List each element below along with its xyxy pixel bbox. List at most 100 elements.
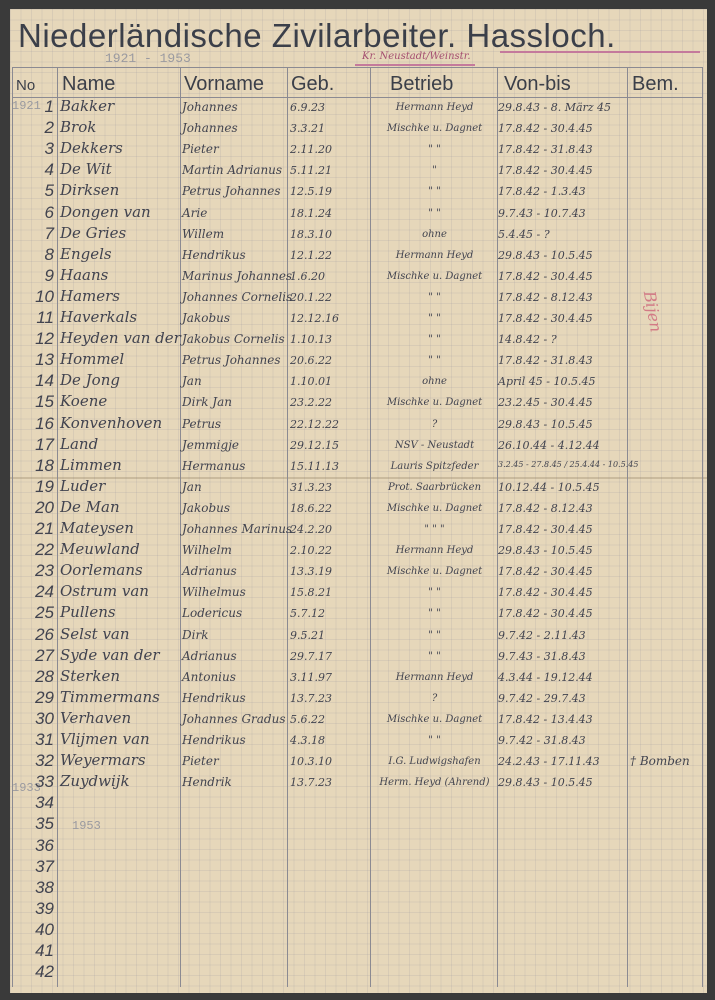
column-divider — [287, 67, 288, 987]
cell-geb: 5.11.21 — [290, 164, 332, 178]
cell-no: 18 — [35, 455, 54, 475]
cell-name: Brok — [60, 118, 97, 137]
column-header: No — [16, 77, 36, 94]
table-row: 17 Land Jemmigje 29.12.15 NSV - Neustadt 26.1… — [10, 435, 707, 456]
cell-betrieb: ohne — [422, 228, 447, 240]
cell-geb: 23.2.22 — [290, 396, 332, 410]
table-row: 23 Oorlemans Adrianus 13.3.19 Mischke u. Dag… — [10, 561, 707, 582]
years-note: 1921 - 1953 — [105, 51, 191, 66]
cell-no: 10 — [35, 286, 54, 306]
cell-no: 12 — [35, 329, 54, 349]
cell-name: De Jong — [60, 371, 120, 390]
cell-vonbis: 17.8.42 - 30.4.45 — [498, 269, 593, 283]
table-row: 36 — [10, 836, 707, 857]
cell-vonbis: April 45 - 10.5.45 — [498, 375, 596, 389]
cell-betrieb: ? — [431, 692, 438, 704]
cell-vorname: Johannes — [182, 121, 238, 136]
table-row: 29 Timmermans Hendrikus 13.7.23? 9.7.42 - 29… — [10, 688, 707, 709]
table-row: 13 Hommel Petrus Johannes 20.6.22 " " 17.8.42… — [10, 350, 707, 371]
cell-vorname: Jakobus — [182, 311, 231, 325]
cell-no: 23 — [35, 561, 54, 581]
cell-name: Dekkers — [60, 139, 123, 158]
cell-betrieb: " " — [428, 334, 441, 346]
table-row: 40 — [10, 920, 707, 941]
cell-vonbis: 23.2.45 - 30.4.45 — [498, 396, 593, 410]
cell-vonbis: 17.8.42 - 13.4.43 — [498, 712, 593, 726]
cell-betrieb: Mischke u. Dagnet — [386, 270, 483, 282]
cell-betrieb: ? — [431, 418, 438, 430]
cell-vonbis: 17.8.42 - 8.12.43 — [498, 501, 593, 515]
cell-no: 2 — [44, 118, 54, 138]
cell-vorname: Jan — [182, 374, 202, 389]
cell-geb: 5.7.12 — [290, 607, 325, 621]
cell-name: Heyden van der — [60, 329, 181, 348]
cell-name: Verhaven — [60, 708, 132, 727]
cell-name: Zuydwijk — [60, 772, 130, 791]
cell-vorname: Marinus Johannes — [182, 268, 293, 283]
cell-name: Haverkals — [60, 308, 138, 326]
table-row: 38 — [10, 878, 707, 899]
cell-betrieb: " " — [428, 587, 441, 599]
cell-geb: 6.9.23 — [290, 101, 325, 114]
table-row: 28 Sterken Antonius 3.11.97 Hermann Heyd 4.3.… — [10, 667, 707, 688]
cell-geb: 12.5.19 — [290, 185, 332, 199]
table-row: 41 — [10, 941, 707, 962]
cell-betrieb: Hermann Heyd — [395, 102, 474, 113]
cell-vorname: Johannes Cornelis — [182, 289, 293, 304]
cell-geb: 3.3.21 — [290, 122, 325, 136]
cell-betrieb: " " — [428, 207, 441, 219]
cell-name: Engels — [60, 244, 112, 263]
column-header: Betrieb — [390, 73, 454, 95]
margin-note-row33: 1933 — [12, 781, 41, 795]
column-divider — [180, 67, 181, 987]
paper-fold — [10, 477, 707, 479]
cell-name: Bakker — [60, 97, 115, 115]
cell-no: 42 — [35, 962, 54, 982]
cell-name: Koene — [60, 392, 108, 411]
table-row: 35 — [10, 814, 707, 835]
cell-vorname: Antonius — [182, 669, 236, 684]
cell-name: Konvenhoven — [60, 413, 163, 432]
cell-vonbis: 24.2.43 - 17.11.43 — [498, 755, 600, 769]
table-row: 1 Bakker Johannes 6.9.23 Hermann Heyd 29.8.43… — [10, 97, 707, 118]
cell-no: 20 — [35, 497, 54, 517]
table-row: 6 Dongen van Arie 18.1.24 " " 9.7.43 - 10.7.4… — [10, 203, 707, 224]
cell-no: 40 — [35, 919, 54, 939]
cell-vonbis: 29.8.43 - 8. März 45 — [498, 101, 612, 114]
cell-no: 26 — [35, 624, 54, 644]
cell-vorname: Johannes Gradus — [182, 711, 286, 726]
column-divider — [12, 67, 13, 987]
pink-underline — [355, 64, 475, 66]
cell-no: 33 — [35, 772, 54, 792]
cell-geb: 20.6.22 — [290, 354, 332, 368]
cell-betrieb: Hermann Heyd — [395, 545, 474, 557]
cell-no: 28 — [35, 666, 54, 686]
cell-vorname: Jan — [182, 479, 202, 494]
cell-betrieb: " " — [428, 735, 441, 746]
cell-name: Mateysen — [60, 519, 134, 537]
cell-geb: 18.3.10 — [290, 227, 332, 241]
table-row: 3 Dekkers Pieter 2.11.20 " " 17.8.42 - 31.8.4… — [10, 139, 707, 160]
cell-geb: 24.2.20 — [290, 523, 332, 536]
cell-betrieb: " " — [428, 650, 441, 662]
cell-vonbis: 17.8.42 - 31.8.43 — [498, 354, 593, 368]
cell-betrieb: Hermann Heyd — [395, 249, 474, 261]
column-header: Name — [62, 73, 116, 95]
cell-betrieb: Mischke u. Dagnet — [386, 713, 483, 725]
column-header: Bem. — [632, 73, 679, 95]
cell-betrieb: " " — [428, 355, 441, 367]
cell-geb: 29.7.17 — [290, 649, 332, 663]
table-row: 20 De Man Jakobus 18.6.22 Mischke u. Dagnet 1… — [10, 498, 707, 519]
cell-vorname: Lodericus — [182, 606, 243, 621]
column-divider — [57, 67, 58, 987]
cell-betrieb: Lauris Spitzfeder — [390, 460, 479, 472]
cell-vonbis: 17.8.42 - 31.8.43 — [498, 143, 593, 157]
cell-vorname: Hendrik — [182, 775, 232, 790]
document-page: Niederländische Zivilarbeiter. Hassloch.… — [10, 9, 707, 993]
cell-vorname: Jakobus — [182, 500, 231, 515]
cell-name: Meuwland — [60, 540, 140, 559]
cell-name: De Wit — [60, 160, 112, 179]
table-row: 5 Dirksen Petrus Johannes 12.5.19 " " 17.8.42… — [10, 181, 707, 202]
cell-name: Pullens — [60, 603, 116, 622]
table-row: 12 Heyden van der Jakobus Cornelis 1.10.13 "… — [10, 329, 707, 350]
